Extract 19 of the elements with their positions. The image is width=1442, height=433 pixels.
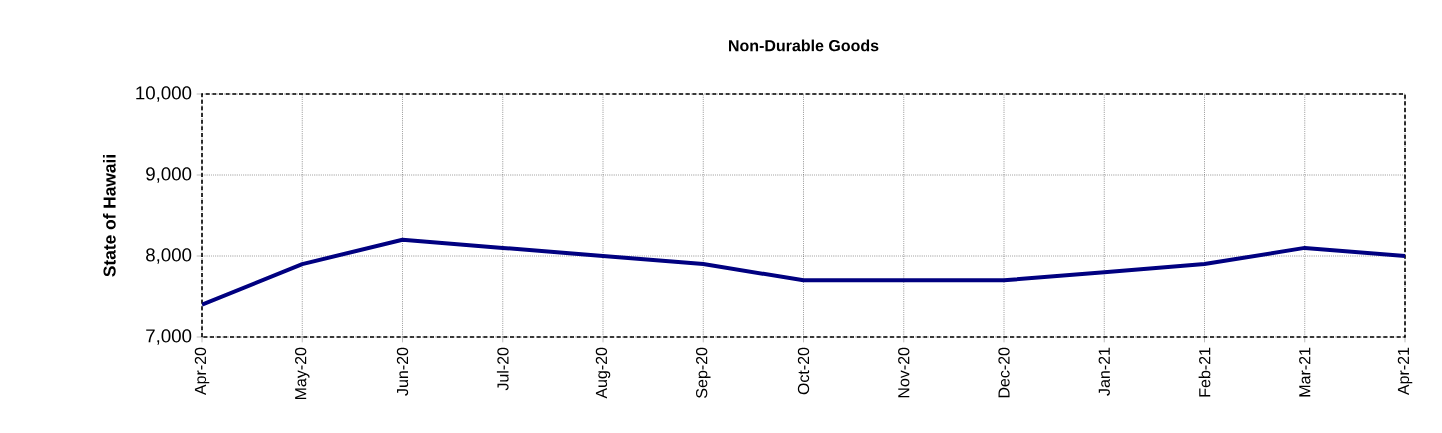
x-tick-label: Feb-21	[1198, 347, 1211, 397]
x-tick-label: Apr-21	[1397, 347, 1413, 396]
x-tick-label: Oct-20	[797, 347, 810, 395]
x-tick-label: Jun-20	[396, 347, 409, 396]
x-tick-label: Jul-20	[496, 347, 509, 391]
x-tick-label: Jan-21	[1098, 347, 1110, 396]
y-tick-label: 7,000	[146, 329, 192, 345]
y-tick-label: 8,000	[146, 248, 192, 264]
y-axis-title: State of Hawaii	[102, 155, 116, 277]
y-tick-label: 9,000	[146, 167, 192, 183]
x-tick-label: Apr-20	[194, 347, 210, 396]
x-tick-label: Aug-20	[595, 347, 611, 399]
x-tick-label: Nov-20	[898, 347, 910, 398]
x-tick-label: Sep-20	[696, 347, 711, 398]
chart-title: Non-Durable Goods	[729, 39, 879, 52]
x-tick-label: Dec-20	[998, 347, 1010, 398]
x-tick-label: May-20	[295, 347, 310, 400]
x-tick-label: Mar-21	[1299, 347, 1311, 397]
y-tick-label: 10,000	[136, 86, 192, 102]
